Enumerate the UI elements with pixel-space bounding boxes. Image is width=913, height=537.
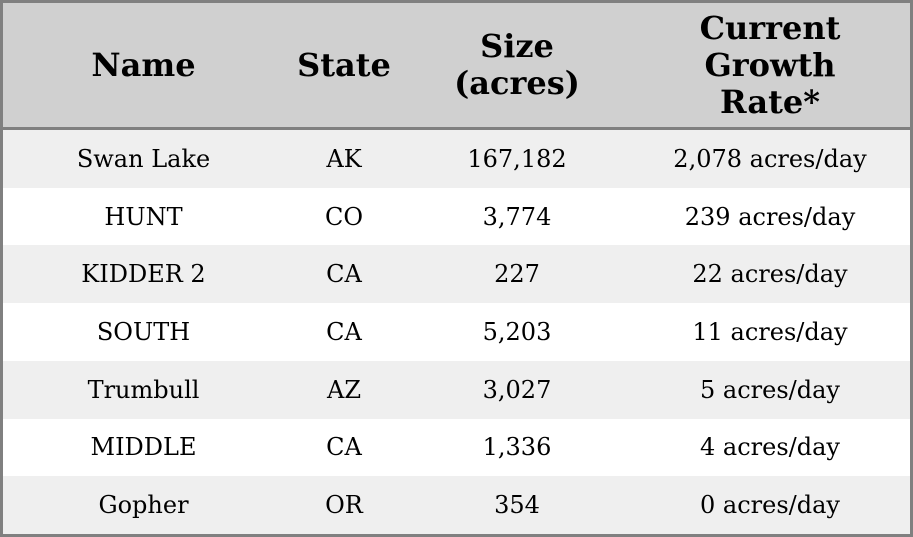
cell-state: CA: [284, 418, 404, 477]
cell-state: CO: [284, 187, 404, 246]
table-row: Gopher OR 354 0 acres/day: [3, 476, 910, 534]
table-header: Name State Size (acres) Current Growth R…: [3, 3, 910, 130]
cell-size: 3,774: [404, 187, 630, 246]
cell-state: OR: [284, 476, 404, 534]
cell-growth-rate: 0 acres/day: [630, 476, 910, 534]
cell-name: Trumbull: [3, 360, 284, 419]
cell-name: SOUTH: [3, 303, 284, 361]
table-row: KIDDER 2 CA 227 22 acres/day: [3, 245, 910, 304]
header-name: Name: [3, 3, 284, 130]
cell-state: AZ: [284, 360, 404, 419]
table-body: Swan Lake AK 167,182 2,078 acres/day HUN…: [3, 128, 910, 534]
cell-size: 167,182: [404, 128, 630, 188]
header-state: State: [284, 3, 404, 130]
header-size: Size (acres): [404, 3, 630, 130]
header-rate-line: Current: [699, 8, 841, 47]
table-row: Swan Lake AK 167,182 2,078 acres/day: [3, 128, 910, 188]
cell-size: 3,027: [404, 360, 630, 419]
header-size-line: Size: [480, 27, 554, 65]
header-rate-line: Rate*: [720, 82, 820, 121]
cell-growth-rate: 2,078 acres/day: [630, 128, 910, 188]
cell-state: CA: [284, 245, 404, 304]
cell-growth-rate: 5 acres/day: [630, 360, 910, 419]
table-row: Trumbull AZ 3,027 5 acres/day: [3, 360, 910, 419]
cell-size: 1,336: [404, 418, 630, 477]
cell-name: MIDDLE: [3, 418, 284, 477]
cell-name: Gopher: [3, 476, 284, 534]
header-row: Name State Size (acres) Current Growth R…: [3, 3, 910, 130]
fire-table: Name State Size (acres) Current Growth R…: [3, 3, 910, 534]
cell-growth-rate: 22 acres/day: [630, 245, 910, 304]
header-growth-rate: Current Growth Rate*: [630, 3, 910, 130]
cell-growth-rate: 11 acres/day: [630, 303, 910, 361]
cell-name: HUNT: [3, 187, 284, 246]
table-row: MIDDLE CA 1,336 4 acres/day: [3, 418, 910, 477]
cell-size: 227: [404, 245, 630, 304]
cell-state: CA: [284, 303, 404, 361]
cell-size: 5,203: [404, 303, 630, 361]
header-rate-line: Growth: [704, 45, 836, 84]
cell-growth-rate: 4 acres/day: [630, 418, 910, 477]
header-size-line: (acres): [454, 64, 580, 102]
cell-size: 354: [404, 476, 630, 534]
cell-name: Swan Lake: [3, 128, 284, 188]
cell-growth-rate: 239 acres/day: [630, 187, 910, 246]
table-row: HUNT CO 3,774 239 acres/day: [3, 187, 910, 246]
cell-state: AK: [284, 128, 404, 188]
table-row: SOUTH CA 5,203 11 acres/day: [3, 303, 910, 361]
cell-name: KIDDER 2: [3, 245, 284, 304]
